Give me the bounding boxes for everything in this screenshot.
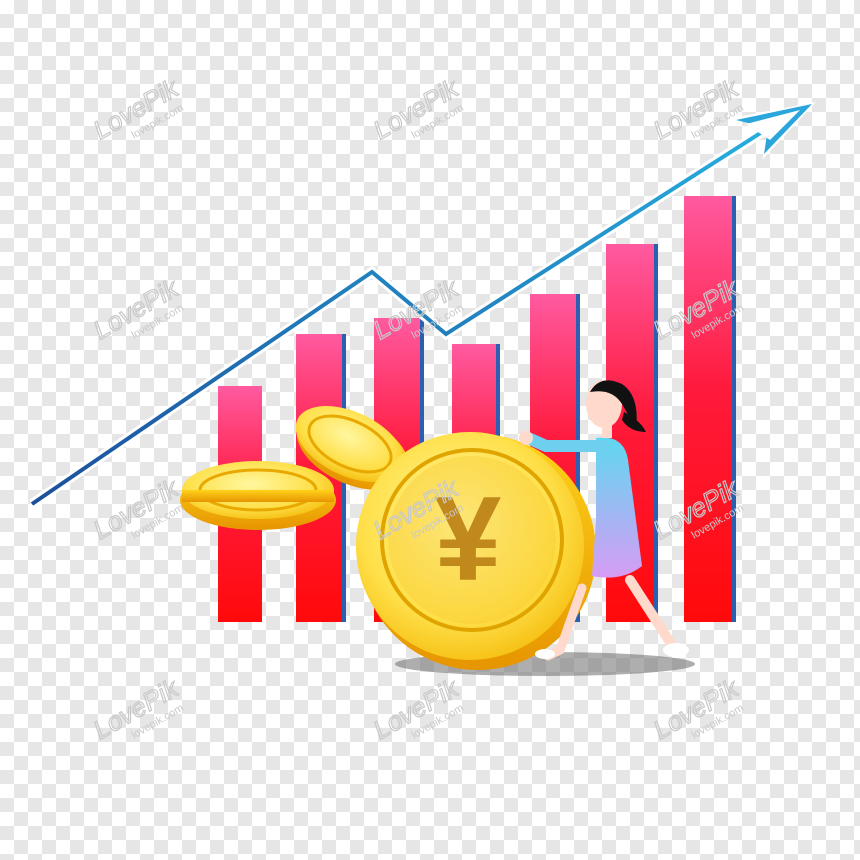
bar	[684, 196, 732, 622]
bar-shadow	[654, 244, 658, 622]
bar-shadow	[732, 196, 736, 622]
trend-arrow-icon	[29, 102, 816, 509]
bar-shadow	[576, 294, 580, 622]
currency-symbol: ¥	[435, 472, 502, 606]
woman-figure-icon	[519, 380, 689, 661]
yuan-coin-icon: ¥	[356, 432, 596, 670]
coin-stack-icon	[180, 406, 410, 530]
